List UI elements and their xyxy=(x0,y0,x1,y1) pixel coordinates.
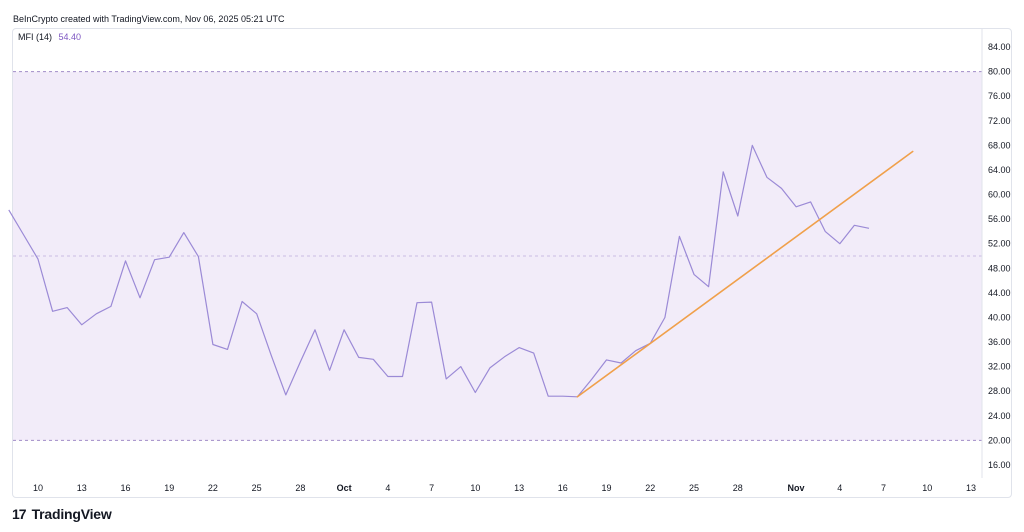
x-tick-label: 7 xyxy=(881,483,886,493)
y-tick-label: 84.00 xyxy=(988,42,1011,52)
y-tick-label: 32.00 xyxy=(988,362,1011,372)
y-tick-label: 48.00 xyxy=(988,263,1011,273)
mfi-series-line xyxy=(8,144,870,398)
x-tick-label: 13 xyxy=(966,483,976,493)
y-tick-label: 20.00 xyxy=(988,435,1011,445)
x-tick-label: 7 xyxy=(429,483,434,493)
x-tick-label: 10 xyxy=(470,483,480,493)
y-tick-label: 80.00 xyxy=(988,67,1011,77)
x-tick-label: 28 xyxy=(295,483,305,493)
y-tick-label: 40.00 xyxy=(988,312,1011,322)
x-tick-label: 4 xyxy=(837,483,842,493)
x-tick-label: 13 xyxy=(77,483,87,493)
x-tick-label: 4 xyxy=(385,483,390,493)
chart-caption: BeInCrypto created with TradingView.com,… xyxy=(13,14,285,24)
tradingview-logo[interactable]: 17 TradingView xyxy=(12,506,112,522)
x-tick-label: 28 xyxy=(733,483,743,493)
x-tick-label: 19 xyxy=(602,483,612,493)
y-tick-label: 76.00 xyxy=(988,91,1011,101)
x-tick-label: 10 xyxy=(922,483,932,493)
y-tick-label: 60.00 xyxy=(988,190,1011,200)
x-tick-label: Nov xyxy=(788,483,805,493)
x-axis: 10 13 16 19 22 25 28 Oct 4 7 10 13 16 19 22 25 28 Nov 4 7 10… xyxy=(33,483,976,493)
y-tick-label: 68.00 xyxy=(988,140,1011,150)
y-tick-label: 52.00 xyxy=(988,239,1011,249)
x-tick-label: 16 xyxy=(120,483,130,493)
series-layer xyxy=(8,144,914,398)
x-tick-label: 22 xyxy=(645,483,655,493)
y-tick-label: 56.00 xyxy=(988,214,1011,224)
x-tick-label: 16 xyxy=(558,483,568,493)
chart-frame xyxy=(12,28,1012,498)
y-tick-label: 44.00 xyxy=(988,288,1011,298)
y-axis: 84.00 80.00 76.00 72.00 68.00 64.00 60.00 56.00… xyxy=(988,42,1011,470)
x-tick-label: 19 xyxy=(164,483,174,493)
x-tick-label: 10 xyxy=(33,483,43,493)
y-tick-label: 36.00 xyxy=(988,337,1011,347)
band-layer xyxy=(13,71,982,441)
x-tick-label: 13 xyxy=(514,483,524,493)
x-tick-label: 22 xyxy=(208,483,218,493)
y-tick-label: 72.00 xyxy=(988,116,1011,126)
indicator-value: 54.40 xyxy=(58,32,82,42)
indicator-legend[interactable]: MFI (14) 54.40 xyxy=(18,32,81,42)
indicator-name: MFI (14) xyxy=(18,32,53,42)
y-tick-label: 28.00 xyxy=(988,386,1011,396)
tradingview-wordmark: TradingView xyxy=(31,506,112,522)
mfi-band-fill xyxy=(13,71,982,441)
trendline xyxy=(576,150,914,398)
x-tick-label: 25 xyxy=(252,483,262,493)
y-tick-label: 64.00 xyxy=(988,165,1011,175)
y-tick-label: 24.00 xyxy=(988,411,1011,421)
x-tick-label: 25 xyxy=(689,483,699,493)
tradingview-mark-icon: 17 xyxy=(12,506,27,522)
y-tick-label: 16.00 xyxy=(988,460,1011,470)
x-tick-label: Oct xyxy=(337,483,352,493)
